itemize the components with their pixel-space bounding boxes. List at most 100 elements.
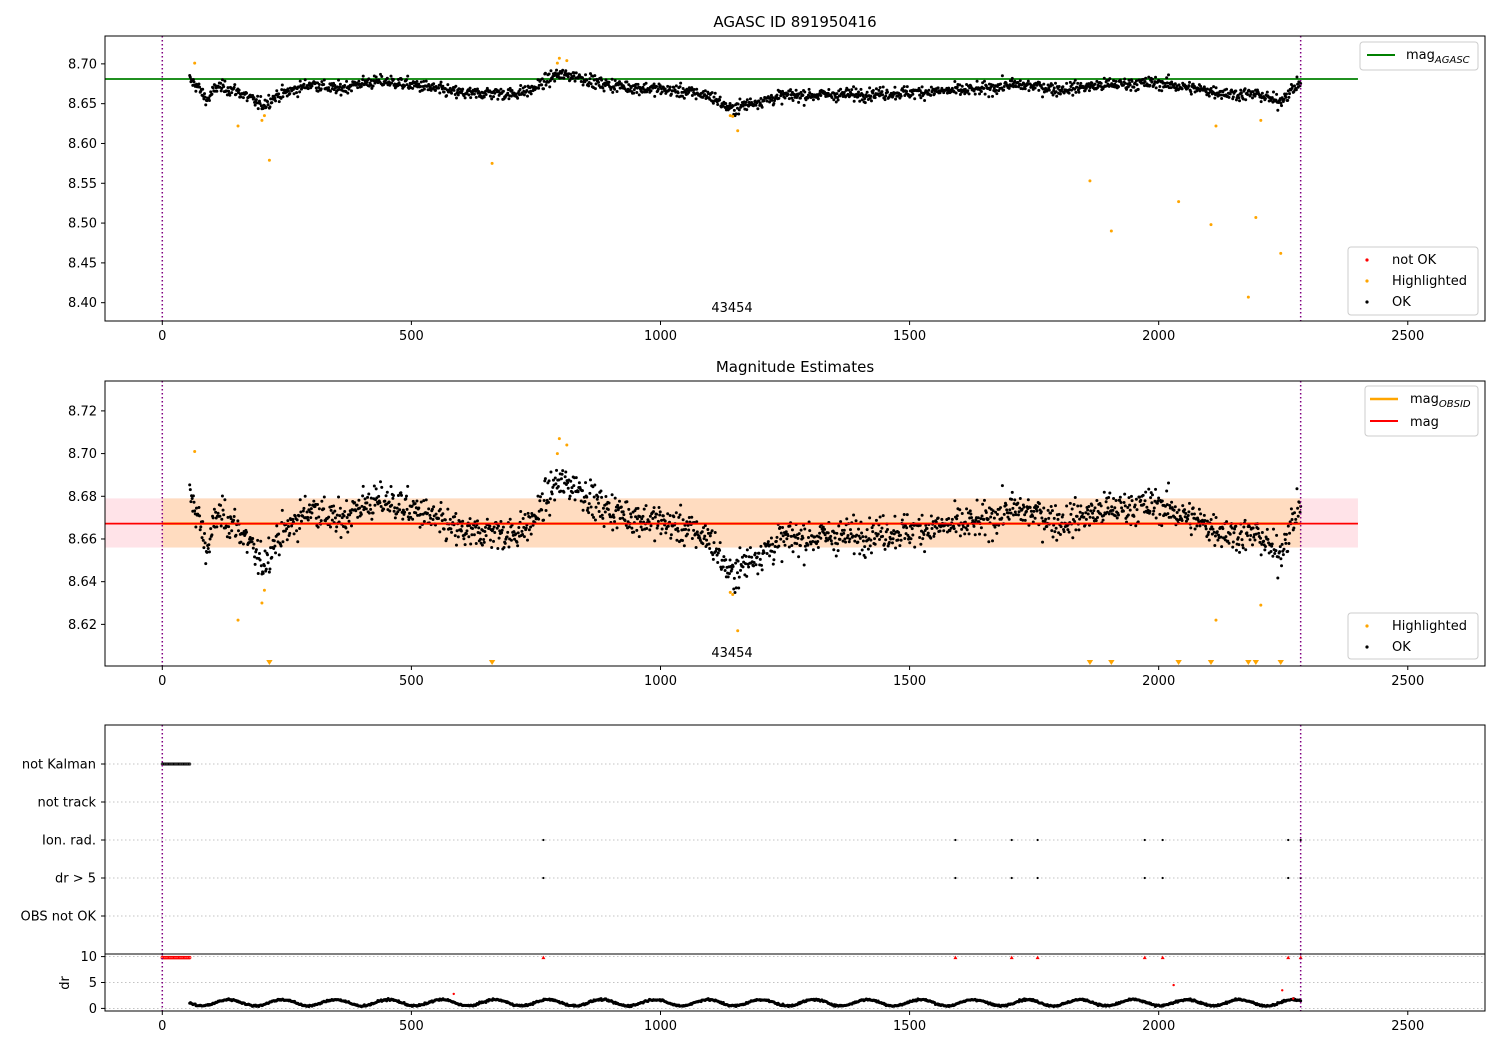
ok-point bbox=[721, 565, 725, 569]
ok-point bbox=[1057, 85, 1061, 89]
ok-point bbox=[958, 83, 962, 87]
ok-point bbox=[607, 501, 611, 505]
ok-point bbox=[878, 85, 882, 89]
ok-point bbox=[1039, 84, 1043, 88]
ok-point bbox=[852, 552, 856, 556]
ok-point bbox=[503, 541, 507, 545]
ok-point bbox=[883, 547, 887, 551]
ok-point bbox=[555, 468, 559, 472]
ok-point bbox=[266, 553, 270, 557]
ok-point bbox=[990, 511, 994, 515]
ok-point bbox=[1018, 506, 1022, 510]
ok-point bbox=[877, 537, 881, 541]
ok-point bbox=[1221, 527, 1225, 531]
ok-point bbox=[398, 83, 402, 87]
legend-magnitude-lines: magOBSID mag bbox=[1364, 385, 1479, 437]
ok-point bbox=[929, 93, 933, 97]
ok-point bbox=[548, 497, 552, 501]
ok-point bbox=[327, 86, 331, 90]
ok-point bbox=[514, 532, 518, 536]
ok-point bbox=[1244, 98, 1248, 102]
panel-agasc-plot-area: 8.408.458.508.558.608.658.700 500 1000 1500… bbox=[68, 35, 1486, 344]
ok-point bbox=[839, 520, 843, 524]
ok-point bbox=[549, 69, 553, 73]
ok-point bbox=[1279, 557, 1283, 561]
ok-point bbox=[522, 93, 526, 97]
ok-point bbox=[262, 564, 266, 568]
ok-point bbox=[268, 105, 272, 109]
ok-point bbox=[391, 77, 395, 81]
ok-point bbox=[1233, 527, 1237, 531]
ok-point bbox=[640, 517, 644, 521]
ok-point bbox=[1186, 517, 1190, 521]
ok-point bbox=[1166, 512, 1170, 516]
ok-point bbox=[635, 517, 639, 521]
ok-point bbox=[239, 95, 243, 99]
ok-point bbox=[1130, 79, 1134, 83]
ok-point bbox=[492, 525, 496, 529]
ok-point bbox=[713, 91, 717, 95]
ok-point bbox=[883, 98, 887, 102]
ok-point bbox=[651, 517, 655, 521]
ok-point bbox=[1051, 93, 1055, 97]
ok-point bbox=[1127, 496, 1131, 500]
highlighted-point bbox=[236, 618, 240, 622]
ok-point bbox=[1284, 532, 1288, 536]
ok-point bbox=[234, 92, 238, 96]
ok-point bbox=[256, 94, 260, 98]
ok-point bbox=[473, 520, 477, 524]
ok-point bbox=[206, 547, 210, 551]
ok-point bbox=[1094, 519, 1098, 523]
ok-point bbox=[404, 497, 408, 501]
ok-point bbox=[708, 534, 712, 538]
ok-point bbox=[955, 514, 959, 518]
ok-point bbox=[219, 503, 223, 507]
ok-point bbox=[397, 502, 401, 506]
ok-point bbox=[1079, 81, 1083, 85]
ok-point bbox=[694, 546, 698, 550]
ok-point bbox=[873, 537, 877, 541]
ok-point bbox=[234, 533, 238, 537]
ok-point bbox=[551, 485, 555, 489]
ok-point bbox=[685, 520, 689, 524]
ok-point bbox=[298, 527, 302, 531]
x-tick-label: 2000 bbox=[1142, 674, 1175, 689]
ok-point bbox=[712, 95, 716, 99]
ok-point bbox=[1118, 495, 1122, 499]
ok-point bbox=[332, 504, 336, 508]
ok-point bbox=[1000, 86, 1004, 90]
ok-point bbox=[603, 510, 607, 514]
ok-point bbox=[1191, 82, 1195, 86]
ok-point bbox=[1026, 498, 1030, 502]
ok-point bbox=[893, 514, 897, 518]
ok-point bbox=[208, 537, 212, 541]
ok-point bbox=[506, 530, 510, 534]
ok-point bbox=[1077, 90, 1081, 94]
ok-point bbox=[1087, 504, 1091, 508]
ok-point bbox=[356, 515, 360, 519]
ok-point bbox=[267, 93, 271, 97]
ok-point bbox=[380, 74, 384, 78]
ok-point bbox=[406, 515, 410, 519]
y-tick-label: 8.55 bbox=[68, 177, 97, 192]
ok-point bbox=[419, 80, 423, 84]
ok-point bbox=[1296, 506, 1300, 510]
ok-point bbox=[1156, 499, 1160, 503]
ok-point bbox=[724, 558, 728, 562]
ok-point bbox=[942, 529, 946, 533]
ok-point bbox=[261, 571, 265, 575]
ok-point bbox=[1045, 525, 1049, 529]
ok-point bbox=[1042, 527, 1046, 531]
ok-point bbox=[1120, 506, 1124, 510]
y-tick-label: 8.66 bbox=[68, 532, 97, 547]
ok-point bbox=[540, 83, 544, 87]
ok-point bbox=[393, 516, 397, 520]
ok-point bbox=[698, 538, 702, 542]
ok-point bbox=[1276, 108, 1280, 112]
ok-point bbox=[454, 511, 458, 515]
ok-point bbox=[337, 495, 341, 499]
ok-point bbox=[1020, 507, 1024, 511]
ok-point bbox=[245, 530, 249, 534]
ok-point bbox=[266, 100, 270, 104]
ok-point bbox=[1000, 74, 1004, 78]
